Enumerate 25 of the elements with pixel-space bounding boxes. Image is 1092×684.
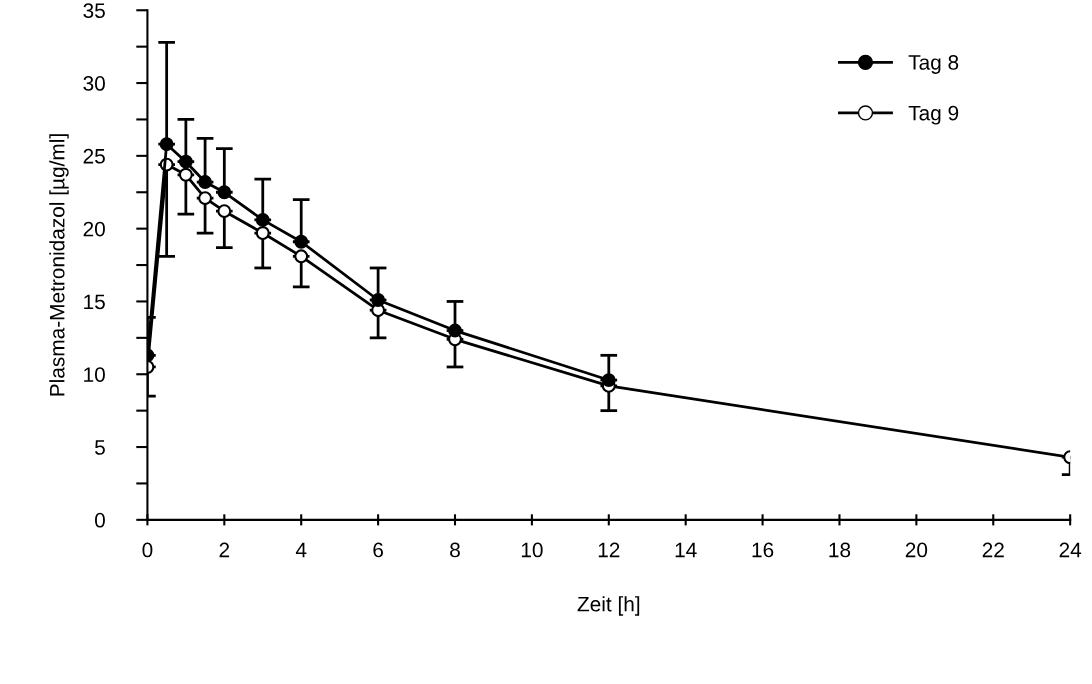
y-tick-label: 0 — [94, 512, 105, 528]
y-axis-title: Plasma-Metronidazol [µg/ml] — [49, 134, 69, 396]
y-tick-label: 20 — [83, 221, 105, 237]
y-tick-label: 15 — [84, 294, 105, 310]
y-tick-label: 25 — [83, 148, 105, 164]
x-tick-label: 20 — [905, 542, 928, 558]
y-tick-label: 5 — [95, 440, 105, 455]
legend-label: Tag 8 — [908, 55, 959, 74]
x-tick-label: 24 — [1059, 542, 1082, 558]
x-axis-title: Zeit [h] — [577, 596, 640, 616]
x-tick-label: 2 — [219, 542, 230, 558]
x-tick-label: 6 — [373, 542, 383, 558]
x-tick-label: 22 — [982, 542, 1004, 558]
x-tick-label: 8 — [450, 542, 460, 558]
x-tick-label: 14 — [675, 542, 697, 558]
x-tick-label: 10 — [521, 542, 543, 558]
y-tick-label: 35 — [83, 3, 105, 19]
x-tick-label: 4 — [295, 542, 307, 558]
x-tick-label: 18 — [829, 542, 851, 558]
x-tick-label: 12 — [598, 542, 620, 558]
x-tick-label: 0 — [142, 542, 153, 558]
y-tick-label: 10 — [84, 367, 105, 382]
y-tick-label: 30 — [83, 76, 105, 91]
x-tick-label: 16 — [752, 542, 774, 558]
legend-label: Tag 9 — [908, 105, 959, 125]
